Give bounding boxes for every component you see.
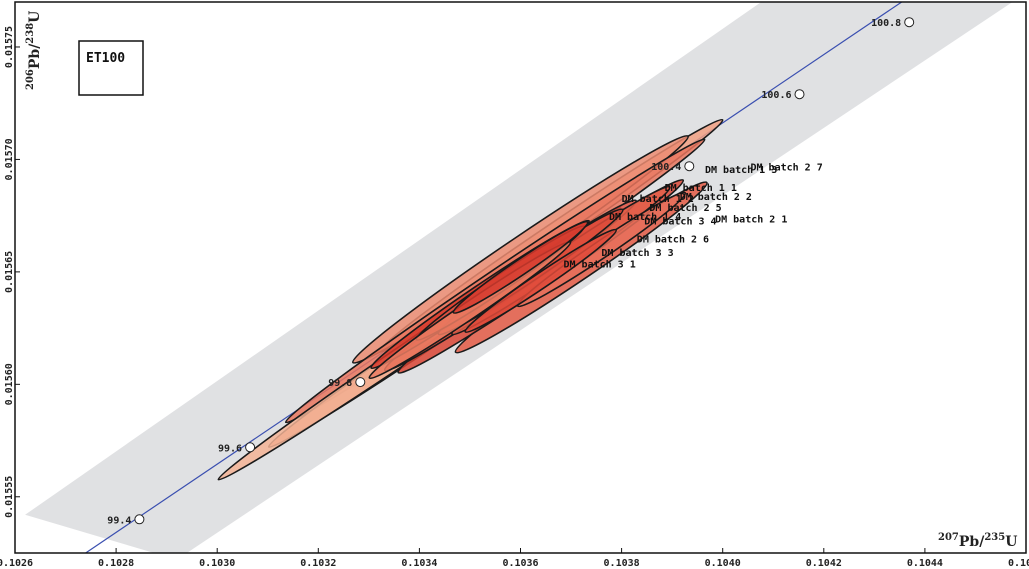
- x-tick-label: 0.1030: [199, 558, 235, 569]
- x-tick-label: 0.1038: [604, 558, 640, 569]
- x-tick-label: 0.1046: [1008, 558, 1029, 569]
- y-tick-label: 0.01560: [4, 363, 15, 405]
- y-tick-label: 0.01570: [4, 138, 15, 180]
- point-label: DM batch 3 4: [644, 217, 716, 228]
- point-label: DM batch 1 3: [705, 165, 777, 176]
- y-axis-label-sup: 206: [25, 69, 36, 90]
- x-tick-label: 0.1026: [0, 558, 33, 569]
- point-label: DM batch 1 4: [609, 212, 681, 223]
- y-axis-label-main2: U: [27, 11, 43, 23]
- y-tick-label: 0.01555: [4, 476, 15, 518]
- point-label: DM batch 1 1: [665, 183, 737, 194]
- point-label: DM batch 2 7: [751, 163, 823, 174]
- x-tick-label: 0.1040: [705, 558, 741, 569]
- age-label: 100.6: [761, 90, 791, 101]
- age-label: 100.8: [871, 18, 901, 29]
- age-marker: [134, 514, 145, 525]
- point-label: DM batch 3 3: [601, 248, 673, 259]
- age-marker: [794, 89, 805, 100]
- y-axis-label-sup2: 238: [25, 23, 36, 44]
- age-marker: [355, 377, 366, 388]
- age-label-layer: 99.4 99.6 99.8 100.4 100.6 100.8: [107, 18, 901, 526]
- point-label: DM batch 3 1: [564, 259, 636, 270]
- x-axis-label-main2: U: [1005, 534, 1017, 550]
- age-label: 99.8: [328, 378, 352, 389]
- y-axis-label-main: Pb/: [27, 43, 43, 69]
- x-axis-label: 207Pb/235U: [938, 532, 1017, 550]
- x-tick-label: 0.1034: [401, 558, 437, 569]
- error-ellipse-layer: [217, 118, 724, 481]
- x-tick-label: 0.1032: [300, 558, 336, 569]
- x-tick-label: 0.1042: [806, 558, 842, 569]
- legend: ET100: [78, 40, 144, 96]
- x-axis-label-sup: 207: [938, 532, 959, 543]
- age-label: 99.6: [218, 443, 242, 454]
- x-axis: 0.1026 0.1028 0.1030 0.1032 0.1034 0.1036 0.10…: [0, 548, 1029, 569]
- legend-box: [78, 40, 144, 96]
- age-marker: [904, 17, 915, 28]
- age-label: 100.4: [651, 162, 681, 173]
- point-label: DM batch 2 5: [649, 203, 721, 214]
- x-axis-label-sup2: 235: [984, 532, 1005, 543]
- x-tick-label: 0.1028: [98, 558, 134, 569]
- point-label-layer: DM batch 1 3DM batch 2 7DM batch 1 1DM b…: [564, 163, 823, 271]
- age-marker: [684, 161, 695, 172]
- y-axis-label: 206Pb/238U: [25, 11, 43, 90]
- age-label: 99.4: [107, 515, 131, 526]
- plot-area: [25, 2, 1013, 553]
- error-ellipse: [452, 220, 589, 314]
- error-ellipse: [464, 228, 618, 334]
- age-marker: [245, 442, 256, 453]
- point-label: DM batch 2 1: [715, 214, 787, 225]
- x-axis-label-main: Pb/: [959, 534, 985, 550]
- point-label: DM batch 1 2: [622, 194, 694, 205]
- x-tick-label: 0.1036: [502, 558, 538, 569]
- age-marker-layer: [134, 17, 915, 525]
- legend-label: ET100: [86, 51, 125, 66]
- x-tick-label: 0.1044: [907, 558, 943, 569]
- point-label: DM batch 2 6: [637, 235, 709, 246]
- y-axis: 0.01555 0.01560 0.01565 0.01570 0.01575: [4, 26, 20, 518]
- y-tick-label: 0.01575: [4, 26, 15, 68]
- point-label: DM batch 2 2: [680, 192, 752, 203]
- y-tick-label: 0.01565: [4, 251, 15, 293]
